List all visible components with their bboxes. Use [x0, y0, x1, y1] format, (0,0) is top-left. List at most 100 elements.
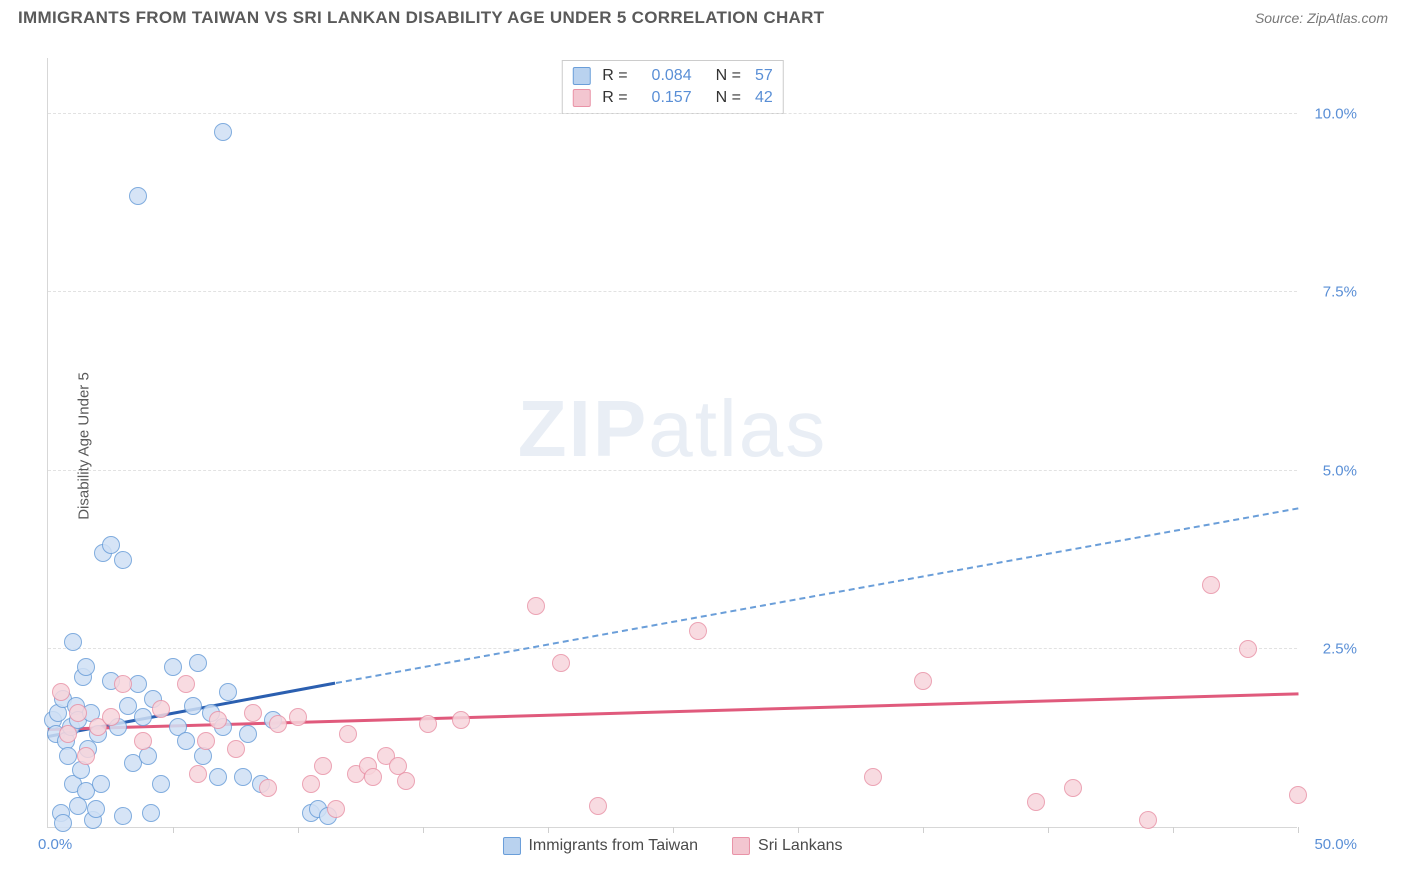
data-point — [302, 775, 320, 793]
data-point — [52, 683, 70, 701]
data-point — [1064, 779, 1082, 797]
data-point — [129, 187, 147, 205]
data-point — [114, 551, 132, 569]
y-tick-label: 5.0% — [1323, 462, 1357, 479]
data-point — [209, 711, 227, 729]
data-point — [69, 704, 87, 722]
legend-row-srilanka: R = 0.157 N = 42 — [572, 87, 772, 109]
swatch-icon — [732, 837, 750, 855]
data-point — [214, 123, 232, 141]
data-point — [1239, 640, 1257, 658]
legend-item-taiwan: Immigrants from Taiwan — [502, 837, 698, 855]
grid-line — [48, 648, 1297, 649]
stat-label: N = — [716, 89, 741, 107]
swatch-icon — [502, 837, 520, 855]
swatch-icon — [572, 67, 590, 85]
stat-r-value: 0.157 — [638, 89, 692, 107]
x-tick — [1048, 827, 1049, 833]
data-point — [59, 725, 77, 743]
legend-label: Immigrants from Taiwan — [528, 837, 698, 855]
stat-label: R = — [602, 89, 627, 107]
data-point — [1202, 576, 1220, 594]
stat-label: N = — [716, 67, 741, 85]
grid-line — [48, 291, 1297, 292]
legend-label: Sri Lankans — [758, 837, 843, 855]
data-point — [327, 800, 345, 818]
data-point — [177, 675, 195, 693]
x-max-label: 50.0% — [1314, 836, 1357, 853]
data-point — [142, 804, 160, 822]
data-point — [87, 800, 105, 818]
stat-r-value: 0.084 — [638, 67, 692, 85]
data-point — [189, 765, 207, 783]
x-tick — [1298, 827, 1299, 833]
data-point — [134, 708, 152, 726]
data-point — [77, 747, 95, 765]
grid-line — [48, 113, 1297, 114]
x-tick — [923, 827, 924, 833]
legend-row-taiwan: R = 0.084 N = 57 — [572, 65, 772, 87]
data-point — [1027, 793, 1045, 811]
x-origin-label: 0.0% — [38, 836, 72, 853]
x-tick — [673, 827, 674, 833]
data-point — [234, 768, 252, 786]
x-tick — [1173, 827, 1174, 833]
scatter-plot: ZIPatlas R = 0.084 N = 57 R = 0.157 N = … — [47, 58, 1297, 828]
data-point — [64, 633, 82, 651]
chart-title: IMMIGRANTS FROM TAIWAN VS SRI LANKAN DIS… — [18, 8, 824, 28]
data-point — [197, 732, 215, 750]
stat-n-value: 57 — [755, 67, 773, 85]
data-point — [269, 715, 287, 733]
data-point — [177, 732, 195, 750]
y-tick-label: 2.5% — [1323, 640, 1357, 657]
data-point — [864, 768, 882, 786]
data-point — [552, 654, 570, 672]
legend-item-srilanka: Sri Lankans — [732, 837, 843, 855]
data-point — [589, 797, 607, 815]
data-point — [152, 775, 170, 793]
data-point — [189, 654, 207, 672]
data-point — [184, 697, 202, 715]
data-point — [419, 715, 437, 733]
x-tick — [798, 827, 799, 833]
data-point — [364, 768, 382, 786]
data-point — [164, 658, 182, 676]
data-point — [209, 768, 227, 786]
data-point — [152, 700, 170, 718]
source-attribution: Source: ZipAtlas.com — [1255, 10, 1388, 26]
x-tick — [423, 827, 424, 833]
data-point — [114, 675, 132, 693]
data-point — [244, 704, 262, 722]
correlation-legend-box: R = 0.084 N = 57 R = 0.157 N = 42 — [561, 60, 783, 114]
data-point — [397, 772, 415, 790]
data-point — [452, 711, 470, 729]
x-tick — [298, 827, 299, 833]
data-point — [689, 622, 707, 640]
data-point — [92, 775, 110, 793]
data-point — [339, 725, 357, 743]
data-point — [219, 683, 237, 701]
trend-line-dashed — [335, 508, 1298, 685]
data-point — [259, 779, 277, 797]
data-point — [1289, 786, 1307, 804]
series-legend: Immigrants from Taiwan Sri Lankans — [502, 837, 842, 855]
data-point — [134, 732, 152, 750]
data-point — [289, 708, 307, 726]
grid-line — [48, 470, 1297, 471]
data-point — [1139, 811, 1157, 829]
data-point — [77, 658, 95, 676]
x-tick — [548, 827, 549, 833]
data-point — [227, 740, 245, 758]
data-point — [314, 757, 332, 775]
stat-label: R = — [602, 67, 627, 85]
swatch-icon — [572, 89, 590, 107]
y-tick-label: 10.0% — [1314, 106, 1357, 123]
stat-n-value: 42 — [755, 89, 773, 107]
data-point — [102, 708, 120, 726]
y-tick-label: 7.5% — [1323, 284, 1357, 301]
data-point — [114, 807, 132, 825]
data-point — [914, 672, 932, 690]
data-point — [239, 725, 257, 743]
trend-line — [48, 692, 1298, 731]
data-point — [54, 814, 72, 832]
